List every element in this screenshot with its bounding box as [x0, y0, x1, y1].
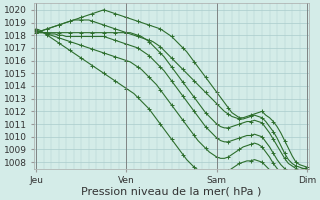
X-axis label: Pression niveau de la mer( hPa ): Pression niveau de la mer( hPa )	[81, 187, 262, 197]
